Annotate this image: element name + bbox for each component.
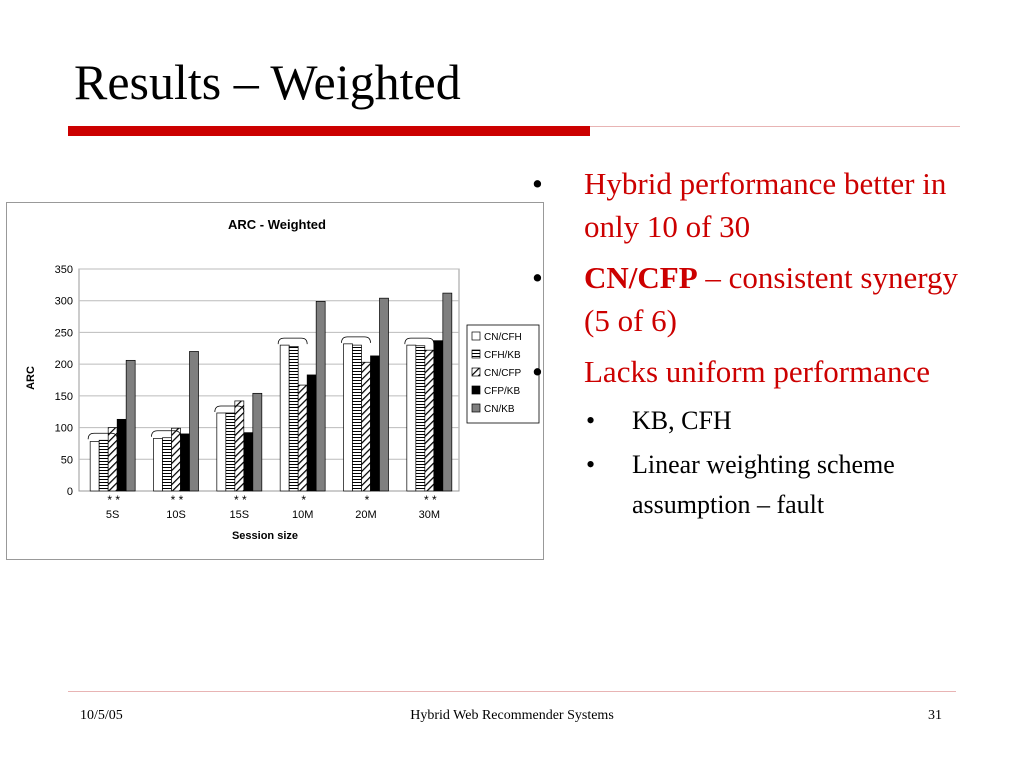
slide-title: Results – Weighted: [74, 54, 461, 110]
footer-title: Hybrid Web Recommender Systems: [410, 708, 614, 723]
significance-asterisk: * *: [171, 493, 184, 507]
bar-cn-cfh: [406, 344, 417, 492]
sub-bullet-linear-weighting: • Linear weighting scheme assumption – f…: [532, 445, 972, 525]
bullet-dot: •: [532, 354, 543, 389]
bar-chart: ARC - Weighted ARC Session size 0 50 100 15…: [25, 217, 540, 542]
sub-bullet-text: KB, CFH: [632, 406, 732, 435]
legend-swatch: [471, 403, 481, 413]
footer-rule: [68, 691, 956, 692]
bullet-text: – consistent synergy (5 of 6): [584, 260, 958, 338]
legend-label: CFP/KB: [484, 386, 520, 397]
y-tick-label: 0: [67, 486, 73, 498]
y-axis-label: ARC: [25, 366, 37, 390]
bar-cfp-kb: [180, 433, 190, 492]
bar-cn-cfp: [361, 361, 371, 492]
footer-page-number: 31: [928, 708, 942, 723]
sub-bullet-kb-cfh: • KB, CFH: [532, 401, 972, 441]
bullet-text: Lacks uniform performance: [584, 354, 931, 389]
significance-asterisk: *: [365, 493, 370, 507]
bullet-hybrid-performance: • Hybrid performance better in only 10 o…: [532, 162, 972, 248]
bullet-cn-cfp: • CN/CFP – consistent synergy (5 of 6): [532, 256, 972, 342]
bar-cfp-kb: [370, 355, 380, 492]
y-tick-label: 300: [55, 296, 73, 308]
title-underline-accent: [68, 126, 590, 136]
bullet-dot: •: [532, 260, 543, 295]
bullet-text: Hybrid performance better in only 10 of …: [584, 166, 947, 244]
y-tick-label: 250: [55, 327, 73, 339]
x-tick-label: 20M: [355, 509, 376, 521]
bar-cn-cfp: [424, 349, 435, 492]
bar-cfh-kb: [352, 344, 362, 492]
bullet-dot: •: [586, 450, 596, 479]
bar-cn-kb: [252, 392, 263, 492]
bar-cn-cfh: [216, 412, 227, 492]
legend-label: CFH/KB: [484, 350, 521, 361]
legend-box: [466, 324, 540, 424]
comparison-bracket: [151, 430, 181, 437]
y-tick-label: 100: [55, 423, 73, 435]
y-tick-label: 150: [55, 391, 73, 403]
bar-cfp-kb: [116, 418, 127, 492]
bullet-strong-text: CN/CFP: [584, 260, 698, 295]
x-tick-label: 10M: [292, 509, 313, 521]
footer-date: 10/5/05: [80, 708, 123, 723]
legend-swatch: [471, 349, 481, 359]
x-axis-label: Session size: [232, 530, 298, 542]
legend-swatch: [471, 367, 481, 377]
bullet-list: • Hybrid performance better in only 10 o…: [532, 162, 972, 529]
bar-cfp-kb: [306, 374, 317, 492]
bar-cn-cfp: [107, 427, 118, 492]
comparison-bracket: [341, 336, 371, 343]
bar-cn-cfp: [297, 384, 308, 492]
bar-cn-cfh: [279, 344, 290, 492]
title-underline-thin: [590, 126, 960, 127]
bar-cn-cfp: [234, 400, 245, 492]
legend-label: CN/CFP: [484, 368, 522, 379]
comparison-bracket: [87, 432, 118, 440]
bullet-dot: •: [586, 406, 596, 435]
bar-cn-kb: [442, 292, 453, 492]
x-tick-label: 10S: [166, 509, 186, 521]
legend-label: CN/CFH: [484, 332, 522, 343]
bar-cfh-kb: [288, 346, 299, 492]
bar-cn-kb: [315, 300, 326, 492]
bar-cn-cfh: [343, 343, 353, 492]
legend-swatch: [471, 331, 481, 341]
chart-panel: ARC - Weighted ARC Session size 0 50 100 15…: [6, 202, 544, 560]
legend-label: CN/KB: [484, 404, 515, 415]
bar-cfh-kb: [162, 437, 172, 492]
bar-cfh-kb: [225, 412, 236, 492]
plot-area: [78, 268, 460, 492]
significance-asterisk: * *: [424, 493, 437, 507]
significance-asterisk: *: [301, 493, 306, 507]
bar-cfp-kb: [433, 340, 444, 492]
y-tick-label: 350: [55, 264, 73, 276]
bar-cn-cfh: [153, 438, 163, 492]
bar-cn-kb: [189, 351, 199, 492]
legend-swatch: [471, 385, 481, 395]
comparison-bracket: [404, 337, 435, 345]
bar-cfh-kb: [98, 439, 109, 492]
x-tick-label: 5S: [106, 509, 119, 521]
chart-title: ARC - Weighted: [228, 217, 326, 232]
comparison-bracket: [277, 337, 308, 345]
significance-asterisk: * *: [234, 493, 247, 507]
bar-cn-kb: [379, 297, 389, 492]
comparison-bracket: [214, 405, 245, 412]
y-tick-label: 50: [61, 454, 73, 466]
x-tick-label: 15S: [230, 509, 250, 521]
bar-cn-cfp: [171, 427, 181, 492]
bullet-dot: •: [532, 166, 543, 201]
sub-bullet-text: Linear weighting scheme assumption – fau…: [632, 450, 895, 519]
x-tick-label: 30M: [419, 509, 440, 521]
bar-cn-cfh: [89, 441, 100, 492]
bullet-lacks-uniform: • Lacks uniform performance: [532, 350, 972, 393]
bar-cn-kb: [125, 359, 136, 492]
significance-asterisk: * *: [107, 493, 120, 507]
y-tick-label: 200: [55, 359, 73, 371]
bar-cfh-kb: [415, 345, 426, 492]
bar-cfp-kb: [243, 432, 254, 492]
